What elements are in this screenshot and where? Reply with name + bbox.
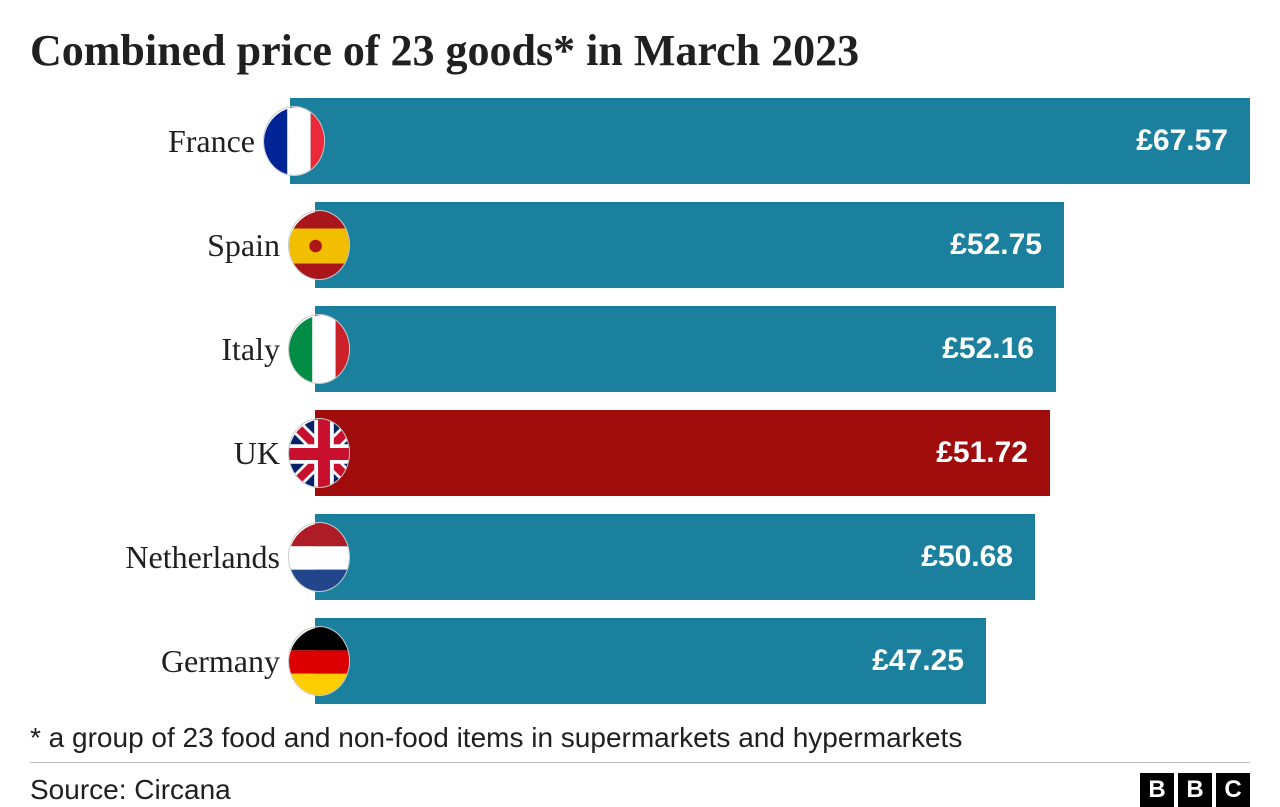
source-label: Source: Circana: [30, 774, 231, 806]
bar-value: £52.75: [950, 228, 1042, 262]
bar-chart: France £67.57 Spain £52.75 Italy £52.16 UK £51.…: [30, 98, 1250, 704]
chart-row: Netherlands £50.68: [30, 514, 1250, 600]
bar: £51.72: [315, 410, 1050, 496]
bbc-logo-letter: C: [1216, 773, 1250, 807]
row-label: Netherlands: [125, 539, 280, 576]
france-flag-icon: [263, 106, 325, 176]
chart-row: Germany £47.25: [30, 618, 1250, 704]
bbc-logo-letter: B: [1140, 773, 1174, 807]
bbc-logo-letter: B: [1178, 773, 1212, 807]
bar-value: £52.16: [942, 332, 1034, 366]
row-label: Italy: [221, 331, 280, 368]
italy-flag-icon: [288, 314, 350, 384]
row-label: France: [168, 123, 255, 160]
bbc-logo: BBC: [1140, 773, 1250, 807]
bar-value: £47.25: [872, 644, 964, 678]
bar: £47.25: [315, 618, 986, 704]
bar-value: £67.57: [1136, 124, 1228, 158]
row-label: UK: [234, 435, 280, 472]
chart-row: UK £51.72: [30, 410, 1250, 496]
footnote: * a group of 23 food and non-food items …: [30, 722, 1250, 754]
row-label: Germany: [161, 643, 280, 680]
bar: £52.16: [315, 306, 1056, 392]
uk-flag-icon: [288, 418, 350, 488]
bar: £50.68: [315, 514, 1035, 600]
bar: £52.75: [315, 202, 1064, 288]
bar-value: £50.68: [921, 540, 1013, 574]
germany-flag-icon: [288, 626, 350, 696]
chart-row: France £67.57: [30, 98, 1250, 184]
divider: [30, 762, 1250, 763]
chart-row: Spain £52.75: [30, 202, 1250, 288]
bar-value: £51.72: [936, 436, 1028, 470]
row-label: Spain: [207, 227, 280, 264]
netherlands-flag-icon: [288, 522, 350, 592]
chart-title: Combined price of 23 goods* in March 202…: [30, 25, 1250, 76]
bar: £67.57: [290, 98, 1250, 184]
chart-row: Italy £52.16: [30, 306, 1250, 392]
spain-flag-icon: [288, 210, 350, 280]
